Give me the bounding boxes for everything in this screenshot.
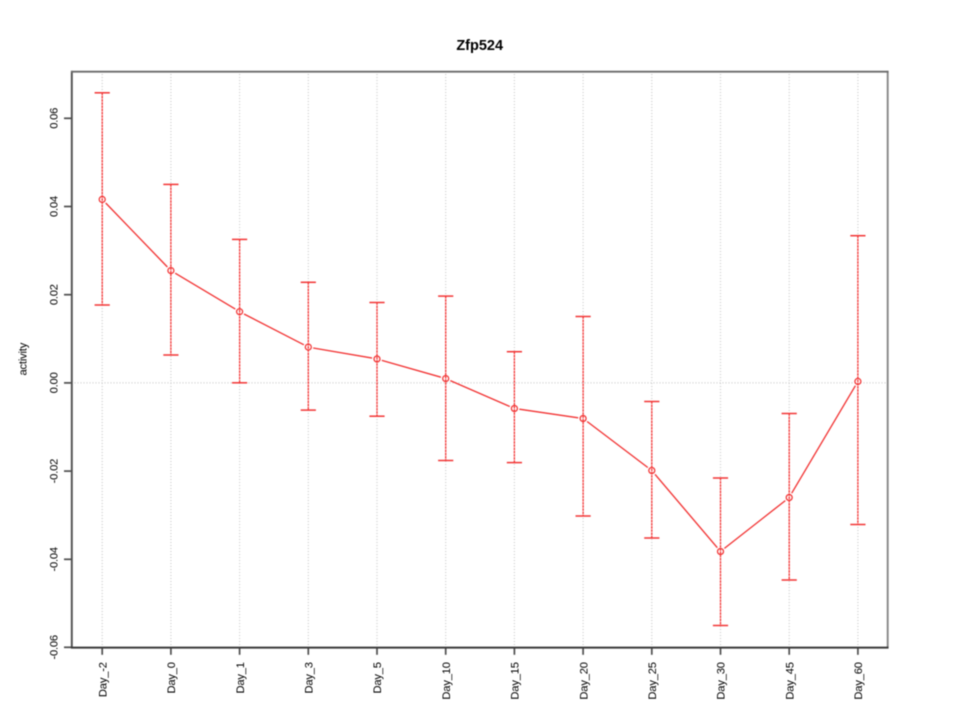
svg-text:Day_10: Day_10: [441, 662, 453, 699]
svg-text:Day_25: Day_25: [647, 662, 659, 699]
svg-text:0.02: 0.02: [49, 284, 61, 305]
svg-text:Day_30: Day_30: [716, 662, 728, 699]
svg-text:Day_3: Day_3: [304, 662, 316, 693]
svg-text:Day_-2: Day_-2: [97, 662, 109, 697]
svg-text:Day_60: Day_60: [853, 662, 865, 699]
svg-text:-0.04: -0.04: [49, 547, 61, 572]
svg-text:0.04: 0.04: [49, 196, 61, 217]
svg-text:Day_45: Day_45: [784, 662, 796, 699]
svg-text:-0.02: -0.02: [49, 459, 61, 484]
svg-text:0.00: 0.00: [49, 372, 61, 393]
svg-text:Day_0: Day_0: [166, 662, 178, 693]
svg-text:activity: activity: [18, 342, 30, 375]
svg-text:0.06: 0.06: [49, 108, 61, 129]
svg-text:Zfp524: Zfp524: [456, 38, 503, 54]
svg-text:Day_15: Day_15: [510, 662, 522, 699]
svg-text:-0.06: -0.06: [49, 635, 61, 660]
svg-text:Day_5: Day_5: [372, 662, 384, 693]
svg-text:Day_20: Day_20: [578, 662, 590, 699]
svg-text:Day_1: Day_1: [235, 662, 247, 693]
